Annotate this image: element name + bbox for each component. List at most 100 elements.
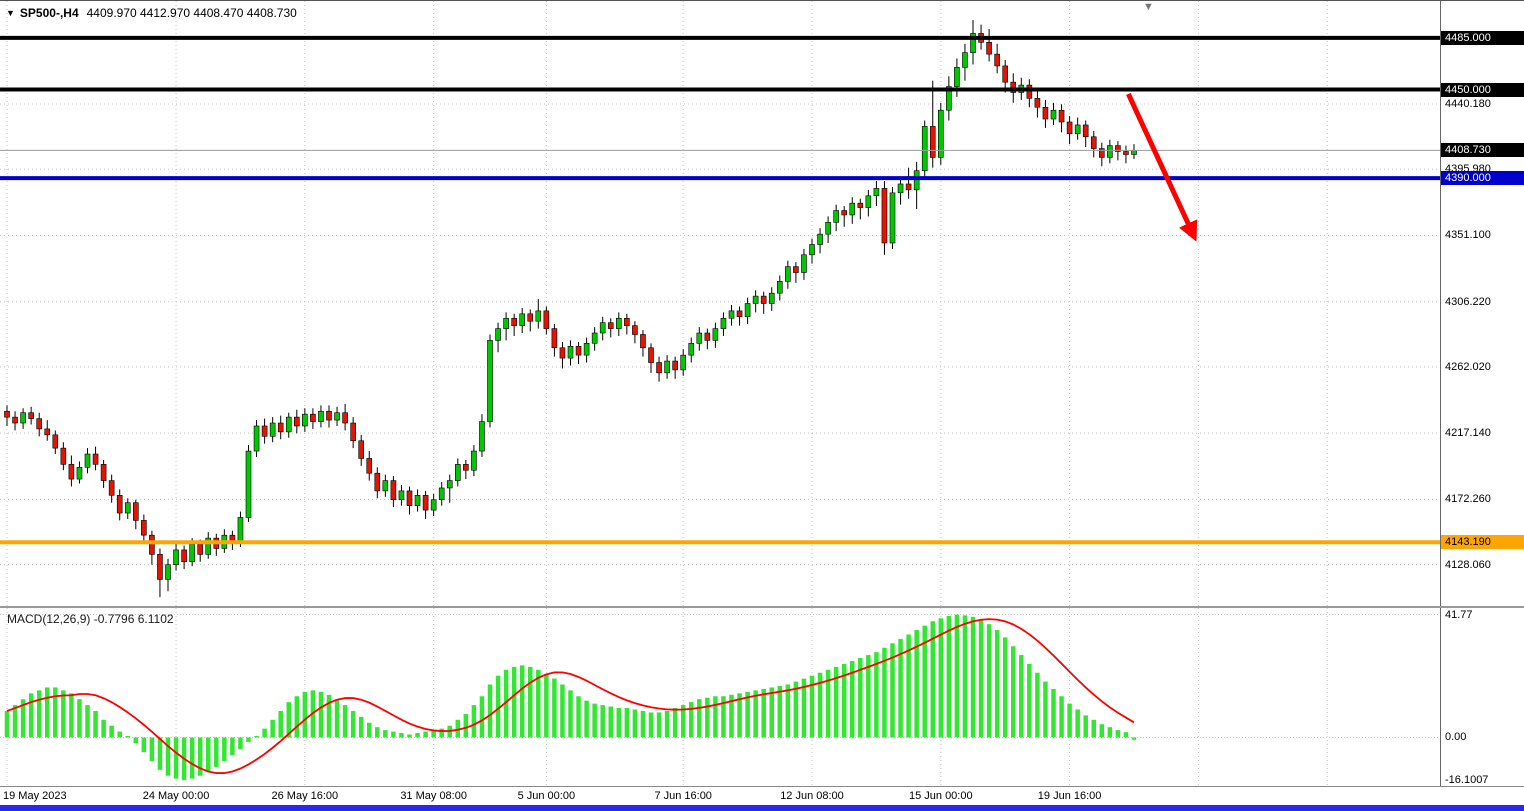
- macd-histogram-bar: [890, 643, 895, 738]
- macd-histogram-bar: [189, 737, 195, 779]
- price-level-badge: 4390.000: [1441, 171, 1524, 186]
- candle: [937, 102, 944, 165]
- candle: [970, 20, 976, 65]
- candle: [116, 489, 123, 521]
- macd-histogram-bar: [125, 735, 130, 738]
- candle: [680, 349, 687, 376]
- candle: [326, 405, 332, 428]
- candle: [817, 228, 823, 254]
- main-grid: [0, 1, 1440, 606]
- macd-histogram-bar: [608, 706, 613, 738]
- chart-header: ▼ SP500-,H4 4409.970 4412.970 4408.470 440…: [6, 6, 297, 20]
- macd-histogram-bar: [302, 691, 308, 738]
- macd-histogram-bar: [1051, 688, 1056, 738]
- candle: [503, 312, 509, 341]
- candle: [20, 408, 26, 429]
- price-level-badge: 4485.000: [1441, 30, 1524, 45]
- macd-histogram-bar: [222, 737, 227, 761]
- macd-histogram-bar: [4, 710, 10, 738]
- macd-histogram-bar: [592, 703, 597, 738]
- macd-histogram-bar: [946, 615, 952, 738]
- candle: [487, 334, 493, 428]
- macd-histogram-bar: [1035, 672, 1040, 738]
- candle: [245, 445, 252, 522]
- candle: [318, 405, 324, 428]
- macd-histogram-bar: [841, 663, 847, 738]
- macd-histogram-bar: [318, 691, 324, 738]
- candle: [1107, 139, 1113, 164]
- candle: [696, 327, 703, 351]
- candle: [84, 448, 91, 474]
- macd-histogram-bar: [1099, 724, 1105, 738]
- candle: [889, 186, 896, 249]
- macd-histogram-bar: [326, 694, 332, 738]
- symbol-dropdown-icon[interactable]: ▼: [6, 8, 15, 18]
- macd-histogram-bar: [1123, 732, 1129, 738]
- candle: [366, 451, 373, 481]
- macd-histogram-bar: [214, 737, 219, 767]
- macd-histogram-bar: [1131, 737, 1137, 740]
- candle: [76, 461, 83, 484]
- candle: [591, 327, 598, 351]
- candle: [60, 442, 67, 471]
- macd-histogram-bar: [632, 709, 638, 738]
- price-axis-label: 4306.220: [1445, 295, 1491, 308]
- macd-histogram-bar: [367, 722, 372, 738]
- candle: [1002, 60, 1009, 93]
- candle: [28, 406, 34, 425]
- candle: [511, 313, 517, 336]
- macd-histogram-bar: [906, 634, 911, 738]
- price-axis-label: 4262.020: [1445, 360, 1491, 373]
- price-axis[interactable]: 4485.000 4450.000 4440.180 4408.730 4395.980…: [1440, 1, 1524, 606]
- candle: [446, 474, 453, 503]
- macd-histogram-bar: [165, 737, 171, 776]
- candle: [1042, 99, 1049, 128]
- panel-divider[interactable]: [0, 606, 1524, 608]
- candle: [165, 558, 171, 592]
- macd-histogram-bar: [922, 625, 927, 738]
- candle: [624, 313, 630, 335]
- time-axis[interactable]: 19 May 2023 24 May 00:00 26 May 16:00 31 Ma…: [0, 786, 1524, 805]
- macd-histogram-bar: [270, 719, 275, 738]
- macd-histogram-bar: [53, 687, 58, 738]
- candle: [495, 322, 501, 353]
- macd-histogram-bar: [1059, 696, 1064, 738]
- candle: [1131, 144, 1137, 159]
- bottom-blue-bar: [0, 805, 1524, 811]
- candle: [205, 532, 212, 559]
- macd-histogram-bar: [994, 630, 1000, 738]
- candle: [100, 459, 107, 488]
- candle: [615, 312, 622, 336]
- price-chart[interactable]: [0, 1, 1440, 606]
- macd-histogram-bar: [294, 696, 300, 738]
- macd-histogram-bar: [552, 678, 557, 738]
- macd-histogram-bar: [954, 614, 960, 738]
- candle: [575, 341, 582, 364]
- candle: [173, 544, 179, 571]
- candle: [704, 328, 711, 350]
- macd-histogram-bar: [600, 705, 605, 738]
- macd-histogram-bar: [101, 719, 106, 738]
- macd-indicator-chart[interactable]: [0, 608, 1440, 786]
- candle: [390, 476, 397, 508]
- candle: [551, 324, 558, 357]
- macd-histogram-bar: [536, 669, 541, 738]
- candle: [52, 430, 59, 455]
- macd-histogram-bar: [544, 674, 549, 738]
- candle: [656, 356, 662, 382]
- macd-histogram-bar: [769, 687, 774, 738]
- price-level-badge: 4143.190: [1441, 535, 1524, 550]
- macd-histogram-bar: [20, 699, 26, 738]
- macd-histogram-bar: [391, 731, 396, 738]
- macd-histogram-bar: [197, 737, 203, 776]
- candle: [310, 408, 316, 429]
- candle: [865, 189, 872, 217]
- candle: [801, 248, 807, 280]
- macd-histogram-bar: [471, 705, 477, 738]
- candle: [712, 322, 719, 348]
- macd-histogram-bar: [656, 712, 662, 738]
- macd-histogram-bar: [334, 699, 340, 738]
- price-axis-label: 4440.180: [1445, 98, 1491, 111]
- macd-axis-label: 41.77: [1445, 609, 1473, 621]
- macd-histogram-bar: [93, 710, 98, 738]
